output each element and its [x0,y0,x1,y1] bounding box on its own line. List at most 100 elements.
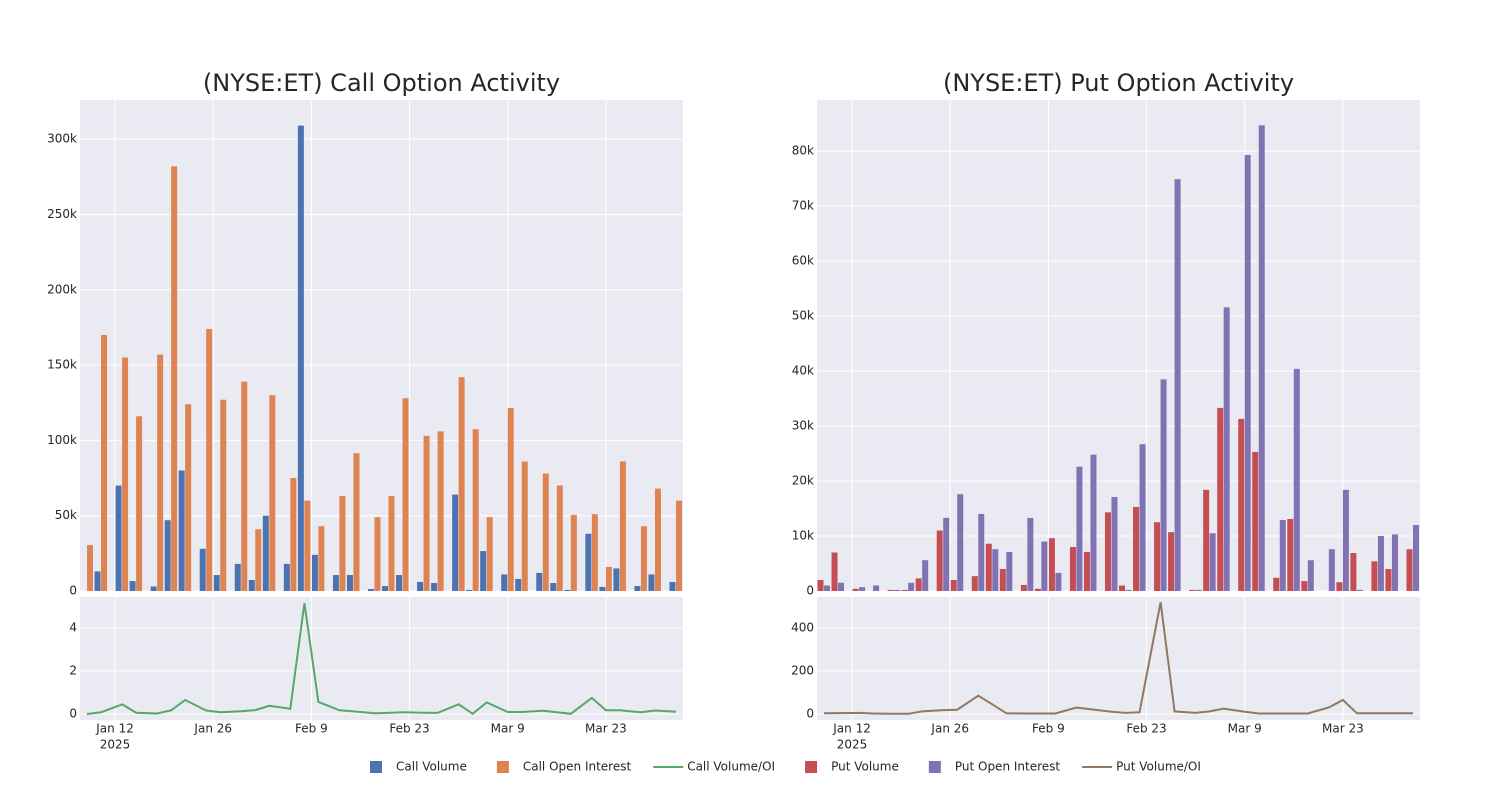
bar [1154,522,1161,591]
bar [87,545,94,591]
bar [1406,549,1413,591]
bar [431,583,438,591]
bar [1139,444,1146,591]
legend-label: Put Volume/OI [1116,760,1201,774]
x-tick-label: Mar 9 [1228,722,1262,736]
bar [353,453,360,591]
line [86,603,677,716]
bar [199,548,206,591]
bar [437,431,444,591]
bar [556,485,563,591]
chart-title: (NYSE:ET) Put Option Activity [943,69,1294,97]
bar [396,575,403,591]
y2-tick-label: 0 [806,706,814,720]
bar [564,589,571,591]
bar [1223,307,1230,591]
bar [957,494,964,591]
bar [654,488,661,591]
bar [311,554,318,591]
bar [599,586,606,591]
bar [255,529,262,591]
legend-swatch [805,761,818,773]
bar [115,485,122,591]
bar [978,514,985,591]
y2-tick-label: 400 [791,620,814,634]
plot-background [817,597,1420,720]
bar [1160,379,1167,591]
y-tick-label: 20k [792,474,814,488]
bar [943,517,950,591]
x-tick-label: Mar 23 [1322,722,1364,736]
y-tick-label: 300k [47,132,77,146]
bar [234,563,241,591]
bar [297,125,304,591]
bar [1195,589,1202,591]
x-tick-label: Mar 23 [585,722,627,736]
bar [1336,582,1343,591]
bar [585,533,592,591]
y-tick-label: 0 [806,584,814,598]
x-tick-label: Jan 26 [930,722,969,736]
bar [339,496,346,591]
y-tick-label: 200k [47,282,77,296]
bar [640,526,647,591]
y-tick-label: 250k [47,207,77,221]
bar [1104,512,1111,591]
legend-label: Call Volume/OI [687,760,775,774]
bar [304,500,311,591]
y2-tick-label: 200 [791,663,814,677]
bar [1356,589,1363,591]
bar [613,568,620,591]
bar [817,580,824,591]
y2-tick-label: 2 [69,663,77,677]
bar [1069,547,1076,591]
bar [536,572,543,591]
bar [887,589,894,591]
bar [950,580,957,591]
bar [1328,549,1335,591]
bar [985,543,992,591]
bar [388,496,395,591]
bar [550,583,557,591]
plot-background [80,597,683,720]
y-tick-label: 10k [792,529,814,543]
bar [1307,560,1314,591]
bar [501,574,508,591]
bar [1027,517,1034,591]
bar [648,574,655,591]
bar [1090,454,1097,591]
bar [1391,534,1398,591]
bar [605,566,612,591]
bar [859,587,866,591]
bar [1048,538,1055,591]
bar [1301,581,1308,591]
bar [1203,489,1210,591]
bar [901,589,908,591]
bar [971,576,978,591]
bar [269,395,276,591]
bar [619,461,626,591]
x-tick-label: Jan 12 [95,722,134,736]
bar [94,571,101,591]
bar [164,520,171,591]
bar [1412,525,1419,591]
bar [1174,179,1181,591]
bar [248,580,255,591]
x-tick-label: Feb 9 [295,722,328,736]
y-tick-label: 70k [792,199,814,213]
bar [1006,551,1013,591]
bar [452,494,459,591]
y2-tick-label: 0 [69,706,77,720]
bar [262,515,269,591]
bar [346,575,353,591]
bar [129,581,136,591]
bar [423,435,430,591]
bar [1293,368,1300,591]
bar [1111,496,1118,591]
legend-swatch [496,761,509,773]
legend-label: Call Volume [396,760,467,774]
bar [1055,572,1062,591]
bar [591,514,598,591]
bar [290,478,297,591]
y-tick-label: 0 [69,584,77,598]
